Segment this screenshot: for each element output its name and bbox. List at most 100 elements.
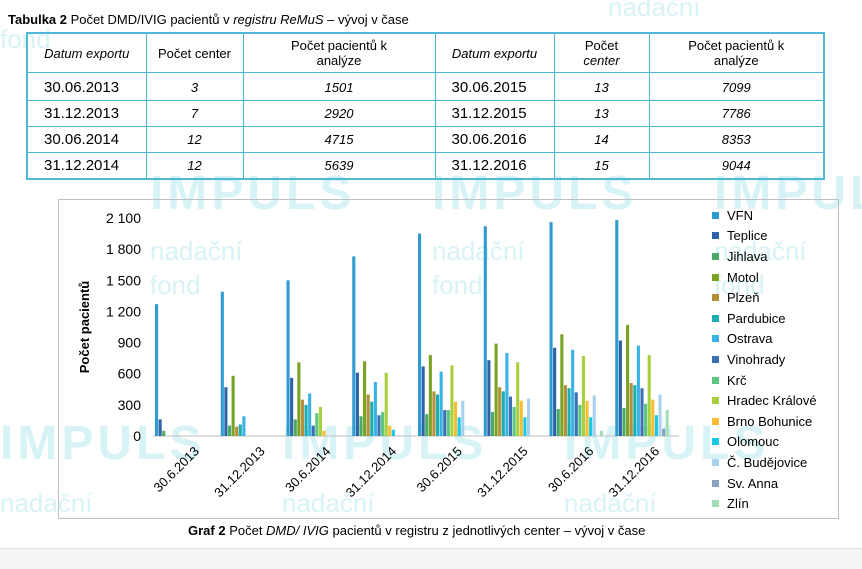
bar — [352, 256, 356, 436]
table-caption: Tabulka 2 Počet DMD/IVIG pacientů v regi… — [8, 12, 409, 27]
bar — [658, 394, 662, 436]
legend-item: Jihlava — [712, 246, 817, 267]
bar — [293, 419, 297, 436]
bar — [370, 401, 374, 436]
y-tick-label: 900 — [118, 335, 142, 351]
bar — [297, 362, 301, 436]
legend-item: Vinohrady — [712, 349, 817, 370]
cell-date: 31.12.2015 — [434, 100, 555, 127]
cell-patients: 5639 — [242, 152, 436, 180]
legend-item: VFN — [712, 205, 817, 226]
legend-item: Hradec Králové — [712, 390, 817, 411]
bar — [592, 395, 596, 436]
x-tick-label: 31.12.2015 — [474, 444, 531, 501]
cell-centers: 12 — [145, 126, 244, 153]
cell-date: 31.12.2014 — [26, 152, 147, 180]
bar — [636, 345, 640, 436]
legend-label: Teplice — [727, 228, 768, 244]
page-footer-strip — [0, 548, 862, 569]
cell-centers: 7 — [145, 100, 244, 127]
legend-item: Sv. Anna — [712, 473, 817, 494]
y-tick-label: 600 — [118, 366, 142, 382]
y-tick-label: 1 200 — [106, 303, 141, 319]
legend-item: Motol — [712, 267, 817, 288]
legend-label: Pardubice — [727, 310, 786, 326]
y-tick-label: 0 — [133, 428, 141, 444]
header-patients-l1: Počet pacientů k — [290, 38, 388, 53]
bar — [589, 417, 593, 436]
cell-centers: 3 — [145, 72, 244, 101]
legend-swatch — [712, 335, 719, 343]
legend-swatch — [712, 500, 719, 508]
bar — [553, 347, 557, 436]
bar — [439, 371, 443, 436]
legend-swatch — [712, 294, 719, 302]
chart-frame: 0 300 600 900 1 200 1 500 1 800 2 100 Počet paci… — [58, 199, 839, 519]
bar — [549, 222, 553, 436]
cell-date: 31.12.2016 — [434, 152, 555, 180]
bar-chart: 0 300 600 900 1 200 1 500 1 800 2 100 Počet paci… — [77, 210, 679, 501]
bar — [519, 400, 523, 436]
cell-date: 30.06.2016 — [434, 126, 555, 153]
bar — [581, 356, 585, 436]
cell-centers: 15 — [553, 152, 650, 180]
watermark-text: nadační — [608, 0, 701, 22]
bar — [574, 392, 578, 436]
bar — [563, 385, 567, 436]
x-tick-label: 30.6.2016 — [545, 444, 597, 496]
legend-swatch — [712, 397, 719, 405]
cell-date: 30.06.2014 — [26, 126, 147, 153]
chart-legend: VFN Teplice Jihlava Motol Plzeň Pardubice Ostr… — [712, 205, 817, 514]
legend-swatch — [712, 355, 719, 363]
table-caption-text: Počet DMD/IVIG pacientů v — [67, 12, 234, 27]
bar — [571, 349, 575, 436]
chart-caption-italic: DMD/ IVIG — [266, 523, 329, 538]
bar — [599, 430, 603, 436]
legend-swatch — [712, 417, 719, 425]
bar — [300, 399, 304, 436]
bar — [377, 415, 381, 436]
bar — [286, 280, 290, 436]
legend-item: Pardubice — [712, 308, 817, 329]
bar — [311, 425, 315, 436]
header-date: Datum exportu — [26, 32, 147, 73]
legend-label: Č. Budějovice — [727, 454, 808, 470]
bar — [461, 400, 465, 436]
bar — [308, 393, 312, 436]
bar — [483, 226, 487, 436]
bar — [585, 400, 589, 436]
bar — [443, 410, 447, 436]
legend-swatch — [712, 211, 719, 219]
bar — [526, 398, 531, 436]
chart-caption-label: Graf 2 — [188, 523, 226, 538]
table-header-row: Datum exportu Počet center Počet pacient… — [26, 32, 825, 73]
legend-swatch — [712, 479, 719, 487]
chart-caption-text: Počet — [225, 523, 267, 538]
legend-swatch — [712, 252, 719, 260]
bar — [155, 304, 159, 436]
legend-label: Vinohrady — [727, 351, 786, 367]
x-tick-label: 30.6.2015 — [414, 444, 466, 496]
cell-date: 31.12.2013 — [26, 100, 147, 127]
bar — [560, 334, 564, 436]
bar — [373, 382, 377, 436]
legend-label: Krč — [727, 372, 747, 388]
legend-swatch — [712, 273, 719, 281]
bar — [322, 430, 326, 436]
legend-swatch — [712, 314, 719, 322]
bar — [388, 425, 392, 436]
cell-centers: 13 — [553, 100, 650, 127]
header-patients-2: Počet pacientů k analýze — [648, 32, 825, 73]
legend-label: Jihlava — [727, 248, 768, 264]
cell-date: 30.06.2013 — [26, 72, 147, 101]
bar — [578, 404, 582, 436]
header-centers-2: Počet center — [553, 32, 650, 73]
bar — [556, 409, 560, 436]
bar — [425, 414, 429, 436]
table-row: 30.06.2014 12 4715 30.06.2016 14 8353 — [26, 126, 825, 153]
cell-patients: 7786 — [648, 100, 825, 127]
bar — [516, 362, 520, 436]
bar — [508, 396, 513, 436]
chart-caption-text-end: pacientů v registru z jednotlivých cente… — [328, 523, 646, 538]
bar — [227, 425, 232, 436]
